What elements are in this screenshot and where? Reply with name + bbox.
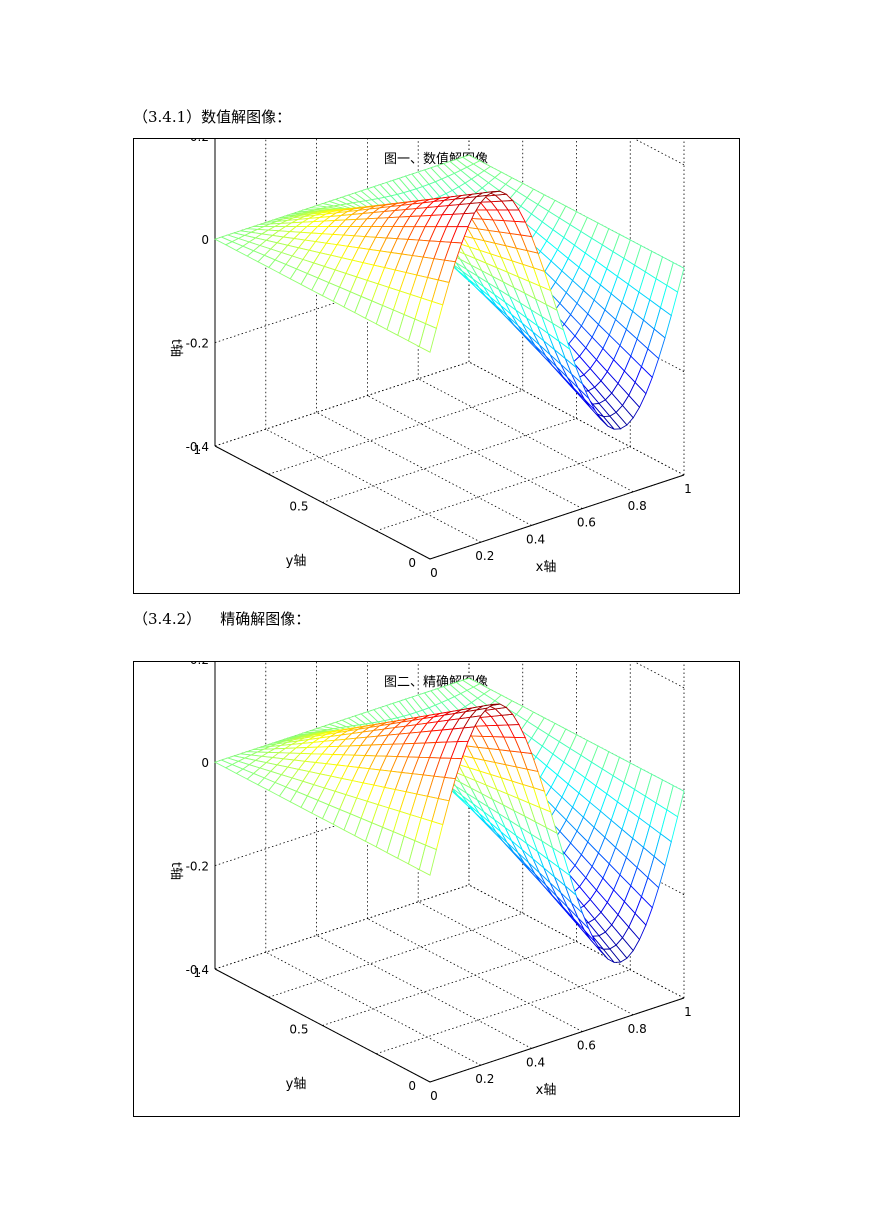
grid-line <box>468 361 685 476</box>
grid-line <box>418 378 634 493</box>
numerical-solution-mesh-plot: 图一、数值解图像 00.20.40.60.8100.51-0.4-0.200.2… <box>168 139 692 580</box>
z-tick-label: 0.2 <box>190 139 209 144</box>
grid-line <box>418 901 634 1016</box>
z-tick-label: -0.4 <box>186 440 209 454</box>
y-axis-label: y轴 <box>286 1077 307 1092</box>
y-tick-label: 0 <box>408 1079 416 1093</box>
x-tick-label: 1 <box>684 482 692 496</box>
y-tick-label: 0.5 <box>289 500 308 514</box>
figure-1-chart: 图一、数值解图像 00.20.40.60.8100.51-0.4-0.200.2… <box>133 138 740 594</box>
grid-line <box>265 951 481 1066</box>
x-axis-line <box>429 474 685 560</box>
x-tick-label: 0.2 <box>475 549 494 563</box>
z-axis-label: t轴 <box>168 862 183 880</box>
grid-line <box>376 969 631 1055</box>
y-tick-label: 0.5 <box>289 1023 308 1037</box>
grid-line <box>214 361 470 447</box>
z-tick-label: 0 <box>201 233 209 247</box>
y-axis-line <box>214 445 431 560</box>
x-tick-label: 0.2 <box>475 1072 494 1086</box>
x-tick-label: 0.6 <box>577 516 596 530</box>
grid-line <box>214 884 470 970</box>
grid-line <box>265 428 481 543</box>
z-tick-label: 0 <box>201 756 209 770</box>
grid-line <box>322 941 577 1026</box>
z-tick-label: -0.2 <box>186 337 209 351</box>
grid-line <box>268 389 523 475</box>
y-tick-label: 0 <box>408 556 416 570</box>
mesh-cell <box>418 323 437 353</box>
y-axis-label: y轴 <box>286 554 307 569</box>
x-tick-label: 0 <box>430 566 438 580</box>
grid-line <box>376 446 631 532</box>
y-axis-line <box>214 968 431 1083</box>
y-tick-label: 1 <box>193 443 201 457</box>
x-tick-label: 0 <box>430 1089 438 1103</box>
x-axis-label: x轴 <box>536 560 557 575</box>
z-axis-label: t轴 <box>168 339 183 357</box>
figure-2-caption: （3.4.2） 精确解图像： <box>133 610 311 628</box>
x-tick-label: 0.6 <box>577 1039 596 1053</box>
grid-line <box>322 418 577 503</box>
x-tick-label: 1 <box>684 1005 692 1019</box>
exact-solution-mesh-plot: 图二、精确解图像 00.20.40.60.8100.51-0.4-0.200.2… <box>168 662 692 1103</box>
grid-line <box>468 884 685 999</box>
mesh-cell <box>418 844 437 876</box>
grid-line <box>214 258 470 343</box>
x-tick-label: 0.8 <box>628 1022 647 1036</box>
grid-line <box>634 139 685 166</box>
figure-2-chart: 图二、精确解图像 00.20.40.60.8100.51-0.4-0.200.2… <box>133 661 740 1117</box>
figure-1-caption: （3.4.1）数值解图像： <box>133 108 292 126</box>
x-tick-label: 0.4 <box>526 1055 545 1069</box>
x-tick-label: 0.4 <box>526 532 545 546</box>
grid-line <box>316 935 532 1049</box>
grid-line <box>214 781 470 866</box>
z-tick-label: 0.2 <box>190 662 209 667</box>
x-tick-label: 0.8 <box>628 499 647 513</box>
x-axis-line <box>429 997 685 1083</box>
y-tick-label: 1 <box>193 966 201 980</box>
grid-line <box>268 912 523 998</box>
x-axis-label: x轴 <box>536 1083 557 1098</box>
grid-line <box>316 412 532 526</box>
z-tick-label: -0.2 <box>186 860 209 874</box>
z-tick-label: -0.4 <box>186 963 209 977</box>
grid-line <box>634 662 685 689</box>
